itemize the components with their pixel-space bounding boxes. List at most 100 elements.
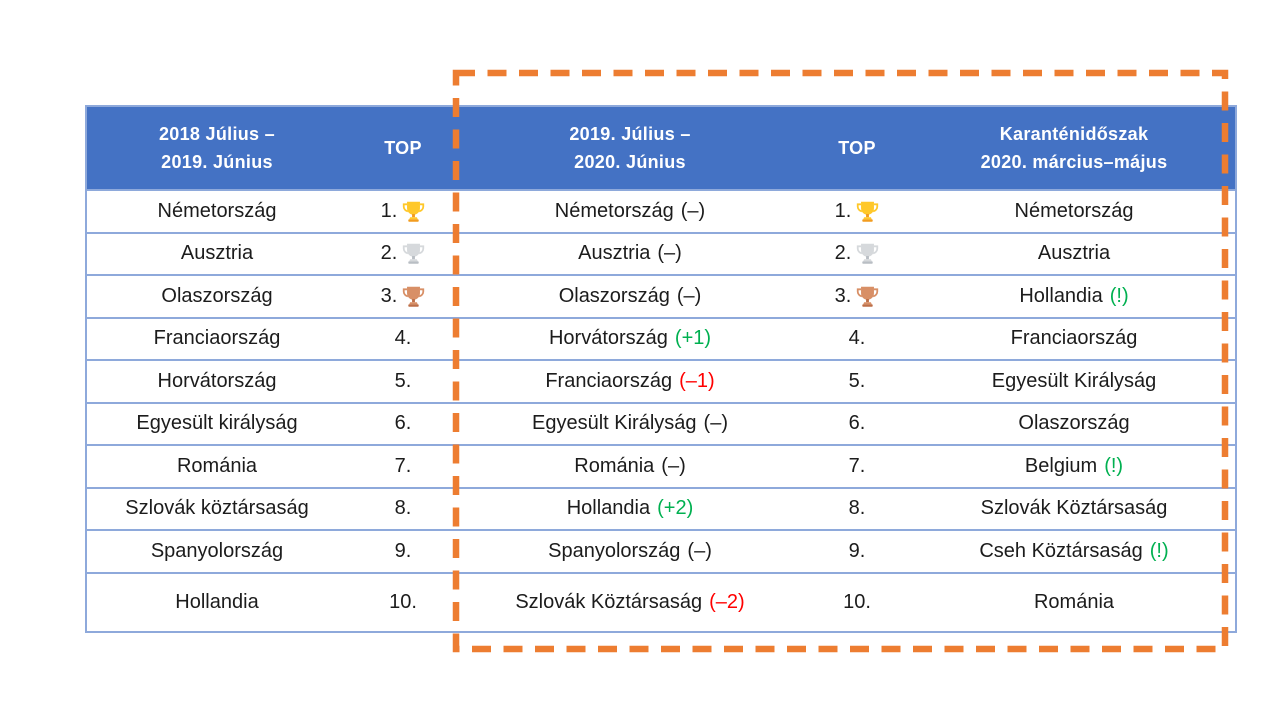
cell-country-2018: Spanyolország bbox=[87, 531, 347, 572]
ranking-table: 2018 Július – 2019. Június TOP 2019. Júl… bbox=[85, 105, 1237, 633]
cell-rank-left: 9. bbox=[347, 531, 459, 572]
rank-number: 2. bbox=[380, 242, 398, 265]
rank-number: 4. bbox=[848, 327, 866, 350]
cell-rank-right: 2. bbox=[801, 234, 913, 275]
country-name: Franciaország bbox=[1010, 327, 1138, 350]
cell-rank-right: 10. bbox=[801, 574, 913, 631]
country-name: Franciaország bbox=[153, 327, 281, 350]
cell-rank-left: 6. bbox=[347, 404, 459, 445]
cell-country-2019: Hollandia (+2) bbox=[459, 489, 801, 530]
cell-country-quarantine: Franciaország bbox=[913, 319, 1235, 360]
country-name: Belgium bbox=[1024, 454, 1098, 477]
cell-rank-right: 4. bbox=[801, 319, 913, 360]
cell-country-quarantine: Belgium (!) bbox=[913, 446, 1235, 487]
cell-country-2019: Németország (–) bbox=[459, 191, 801, 232]
cell-country-2019: Szlovák Köztársaság (–2) bbox=[459, 574, 801, 631]
cell-country-2019: Ausztria (–) bbox=[459, 234, 801, 275]
trophy-icon bbox=[856, 200, 879, 223]
cell-country-quarantine: Románia bbox=[913, 574, 1235, 631]
country-name: Franciaország bbox=[545, 369, 673, 392]
rank-number: 5. bbox=[848, 369, 866, 392]
cell-country-2018: Horvátország bbox=[87, 361, 347, 402]
cell-country-quarantine: Olaszország bbox=[913, 404, 1235, 445]
table-header-row: 2018 Július – 2019. Június TOP 2019. Júl… bbox=[87, 107, 1235, 191]
country-name: Hollandia bbox=[175, 590, 259, 613]
cell-rank-right: 3. bbox=[801, 276, 913, 317]
cell-rank-left: 7. bbox=[347, 446, 459, 487]
rank-number: 7. bbox=[394, 454, 412, 477]
country-name: Egyesült Királyság bbox=[532, 412, 697, 435]
rank-change-indicator: (–) bbox=[661, 454, 686, 477]
cell-country-2018: Ausztria bbox=[87, 234, 347, 275]
country-name: Spanyolország bbox=[548, 539, 681, 562]
rank-change-indicator: (–1) bbox=[679, 369, 715, 392]
cell-country-quarantine: Ausztria bbox=[913, 234, 1235, 275]
table-row: Szlovák köztársaság 8. Hollandia (+2) 8.… bbox=[87, 489, 1235, 531]
cell-rank-left: 1. bbox=[347, 191, 459, 232]
rank-change-indicator: (–) bbox=[703, 412, 728, 435]
country-name: Németország bbox=[157, 199, 277, 222]
cell-rank-left: 10. bbox=[347, 574, 459, 631]
country-name: Hollandia bbox=[1019, 284, 1103, 307]
country-name: Olaszország bbox=[558, 284, 670, 307]
cell-country-quarantine: Szlovák Köztársaság bbox=[913, 489, 1235, 530]
rank-number: 2. bbox=[834, 242, 852, 265]
rank-change-indicator: (–) bbox=[676, 284, 702, 307]
country-name: Románia bbox=[1033, 590, 1115, 613]
header-quarantine-period: Karanténidőszak 2020. március–május bbox=[980, 124, 1168, 172]
country-name: Cseh Köztársaság bbox=[979, 539, 1143, 562]
country-name: Olaszország bbox=[1018, 412, 1130, 435]
new-entry-indicator: (!) bbox=[1149, 539, 1169, 562]
rank-number: 8. bbox=[394, 497, 412, 520]
header-top-1: TOP bbox=[384, 138, 422, 158]
cell-rank-right: 6. bbox=[801, 404, 913, 445]
rank-number: 9. bbox=[848, 539, 866, 562]
table-row: Horvátország 5. Franciaország (–1) 5. Eg… bbox=[87, 361, 1235, 404]
rank-change-indicator: (–) bbox=[657, 242, 682, 265]
table-row: Spanyolország 9. Spanyolország (–) 9. Cs… bbox=[87, 531, 1235, 574]
header-period-2019-2020: 2019. Július – 2020. Június bbox=[569, 124, 691, 172]
cell-country-2019: Franciaország (–1) bbox=[459, 361, 801, 402]
trophy-icon bbox=[856, 285, 879, 308]
country-name: Egyesült Királyság bbox=[991, 369, 1157, 392]
rank-number: 9. bbox=[394, 539, 412, 562]
table-row: Egyesült királyság 6. Egyesült Királyság… bbox=[87, 404, 1235, 446]
cell-rank-right: 5. bbox=[801, 361, 913, 402]
cell-country-2019: Románia (–) bbox=[459, 446, 801, 487]
trophy-icon bbox=[402, 242, 425, 265]
country-name: Németország bbox=[1014, 199, 1134, 222]
cell-country-2019: Egyesült Királyság (–) bbox=[459, 404, 801, 445]
new-entry-indicator: (!) bbox=[1104, 454, 1124, 477]
country-name: Horvátország bbox=[548, 327, 668, 350]
cell-country-2018: Szlovák köztársaság bbox=[87, 489, 347, 530]
cell-country-quarantine: Cseh Köztársaság (!) bbox=[913, 531, 1235, 572]
rank-number: 4. bbox=[394, 327, 412, 350]
rank-number: 5. bbox=[394, 369, 412, 392]
cell-country-2019: Olaszország (–) bbox=[459, 276, 801, 317]
header-top-2: TOP bbox=[838, 138, 876, 158]
cell-country-2018: Románia bbox=[87, 446, 347, 487]
country-name: Hollandia bbox=[566, 497, 651, 520]
country-name: Ausztria bbox=[578, 242, 651, 265]
rank-change-indicator: (+2) bbox=[657, 497, 694, 520]
rank-number: 7. bbox=[848, 454, 866, 477]
table-row: Hollandia 10. Szlovák Köztársaság (–2) 1… bbox=[87, 574, 1235, 631]
cell-rank-left: 5. bbox=[347, 361, 459, 402]
country-name: Egyesült királyság bbox=[136, 412, 298, 435]
table-body: Németország 1. Németország (–) 1. Németo… bbox=[87, 191, 1235, 631]
rank-number: 3. bbox=[380, 284, 398, 307]
cell-country-quarantine: Egyesült Királyság bbox=[913, 361, 1235, 402]
country-name: Horvátország bbox=[157, 369, 277, 392]
cell-rank-left: 3. bbox=[347, 276, 459, 317]
country-name: Szlovák Köztársaság bbox=[980, 497, 1168, 520]
rank-change-indicator: (–2) bbox=[709, 590, 745, 613]
cell-country-2018: Egyesült királyság bbox=[87, 404, 347, 445]
cell-country-2019: Spanyolország (–) bbox=[459, 531, 801, 572]
trophy-icon bbox=[402, 200, 425, 223]
table-row: Olaszország 3. Olaszország (–) 3. Hollan… bbox=[87, 276, 1235, 319]
cell-rank-right: 7. bbox=[801, 446, 913, 487]
rank-number: 8. bbox=[848, 497, 866, 520]
country-name: Spanyolország bbox=[150, 539, 284, 562]
rank-number: 6. bbox=[848, 412, 866, 435]
